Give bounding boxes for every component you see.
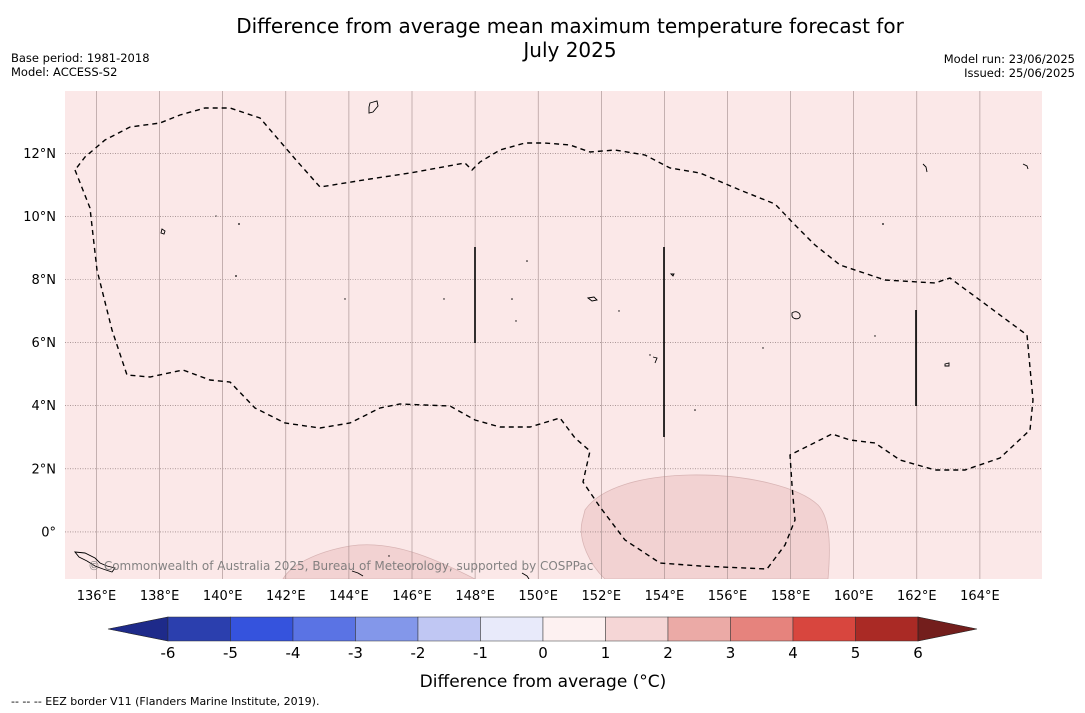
colorbar-tick-labels: -6 -5 -4 -3 -2 -1 0 1 2 3 4 5 6 <box>161 644 923 662</box>
colorbar-segment <box>605 616 669 642</box>
longitude-tick-label: 162°E <box>897 589 937 604</box>
map-title-line2: July 2025 <box>523 38 617 62</box>
colorbar-segment <box>667 616 731 642</box>
latitude-tick-label: 6°N <box>32 336 57 351</box>
colorbar-tick-label: -3 <box>348 644 363 662</box>
island-small-1 <box>669 273 675 277</box>
island-small-6 <box>521 572 530 579</box>
warm-anomaly-patch-east <box>580 474 830 579</box>
longitude-tick-label: 136°E <box>77 589 117 604</box>
longitude-tick-label: 140°E <box>203 589 243 604</box>
colorbar-tick-label: 0 <box>538 644 548 662</box>
copyright-text: © Commonwealth of Australia 2025, Bureau… <box>88 559 593 573</box>
latitude-tick-label: 10°N <box>23 210 56 225</box>
longitude-tick-label: 156°E <box>708 589 748 604</box>
colorbar-tick-label: 1 <box>601 644 611 662</box>
atoll-dots <box>215 215 884 568</box>
latitude-tick-label: 12°N <box>23 147 56 162</box>
colorbar <box>107 616 978 642</box>
latitude-tick-label: 4°N <box>32 399 57 414</box>
colorbar-tick-label: -1 <box>473 644 488 662</box>
longitude-tick-label: 164°E <box>960 589 1000 604</box>
warm-anomaly-patch-south <box>282 544 476 579</box>
longitude-tick-labels: 136°E 138°E 140°E 142°E 144°E 146°E 148°E 150°E… <box>77 589 1000 604</box>
latitude-tick-label: 0° <box>41 525 56 540</box>
island-outlines <box>73 100 1029 579</box>
colorbar-tick-label: 3 <box>726 644 736 662</box>
longitude-gridlines <box>96 91 981 579</box>
island-small-2 <box>1022 163 1029 170</box>
longitude-tick-label: 138°E <box>140 589 180 604</box>
island-chuuk <box>586 296 598 302</box>
colorbar-segment <box>355 616 419 642</box>
longitude-tick-label: 148°E <box>455 589 495 604</box>
colorbar-extend-low <box>107 616 169 642</box>
longitude-tick-label: 152°E <box>582 589 622 604</box>
eez-footnote: -- -- -- EEZ border V11 (Flanders Marine… <box>11 695 320 708</box>
issued-text: Issued: 25/06/2025 <box>964 66 1075 80</box>
colorbar-segment <box>792 616 856 642</box>
island-small-4 <box>652 356 658 364</box>
colorbar-segment <box>230 616 294 642</box>
longitude-tick-label: 144°E <box>329 589 369 604</box>
map-background <box>65 91 1042 579</box>
longitude-tick-label: 142°E <box>266 589 306 604</box>
meta-left: Base period: 1981-2018 Model: ACCESS-S2 <box>11 51 150 79</box>
island-small-3 <box>922 163 928 173</box>
latitude-tick-labels: 12°N 10°N 8°N 6°N 4°N 2°N 0° <box>23 147 56 541</box>
island-guam <box>368 100 379 114</box>
longitude-tick-label: 150°E <box>518 589 558 604</box>
colorbar-segment <box>730 616 794 642</box>
island-kosrae <box>944 362 950 367</box>
island-png-coast <box>73 551 116 573</box>
latitude-tick-label: 2°N <box>32 462 57 477</box>
meta-right: Model run: 23/06/2025 Issued: 25/06/2025 <box>944 52 1075 80</box>
longitude-tick-label: 146°E <box>392 589 432 604</box>
colorbar-segment <box>542 616 606 642</box>
colorbar-segment <box>167 616 231 642</box>
colorbar-tick-label: -5 <box>223 644 238 662</box>
colorbar-segment <box>855 616 919 642</box>
longitude-tick-label: 154°E <box>645 589 685 604</box>
model-text: Model: ACCESS-S2 <box>11 65 118 79</box>
colorbar-tick-label: -4 <box>286 644 301 662</box>
longitude-tick-label: 160°E <box>834 589 874 604</box>
colorbar-tick-label: 5 <box>851 644 861 662</box>
colorbar-tick-label: 2 <box>663 644 673 662</box>
colorbar-tick-label: -6 <box>161 644 176 662</box>
colorbar-segment <box>417 616 481 642</box>
base-period-text: Base period: 1981-2018 <box>11 51 150 65</box>
colorbar-tick-label: -2 <box>411 644 426 662</box>
island-yap <box>160 228 166 235</box>
island-pohnpei <box>791 311 801 320</box>
colorbar-segment <box>292 616 356 642</box>
colorbar-tick-label: 4 <box>788 644 798 662</box>
map-title-line1: Difference from average mean maximum tem… <box>236 14 904 38</box>
colorbar-extend-high <box>917 616 978 642</box>
island-small-5 <box>351 570 364 577</box>
colorbar-segment <box>480 616 544 642</box>
map-plot-area <box>65 91 1042 579</box>
colorbar-label: Difference from average (°C) <box>420 672 667 692</box>
latitude-gridlines <box>65 153 1042 533</box>
colorbar-tick-label: 6 <box>913 644 923 662</box>
model-run-text: Model run: 23/06/2025 <box>943 52 1075 66</box>
map-title: Difference from average mean maximum tem… <box>180 14 960 62</box>
longitude-tick-label: 158°E <box>771 589 811 604</box>
latitude-tick-label: 8°N <box>32 273 57 288</box>
